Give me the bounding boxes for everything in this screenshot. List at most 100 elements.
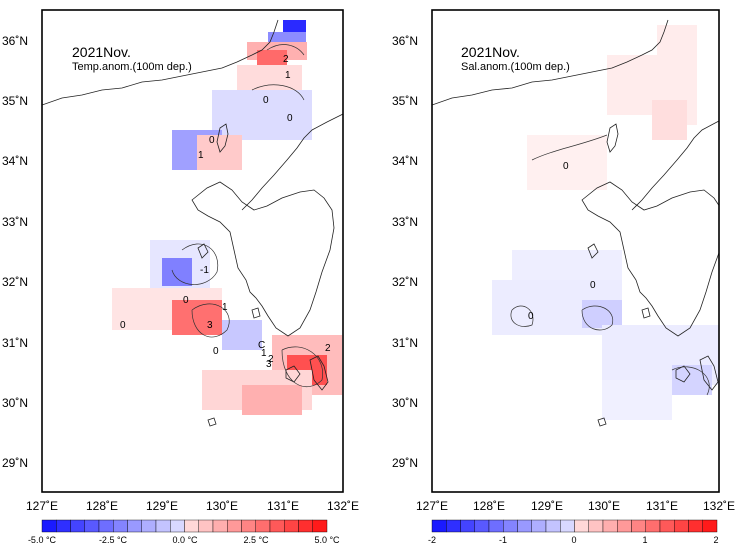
lon-label: 127˚E: [416, 499, 448, 513]
colorbar-cell: [170, 519, 185, 533]
colorbar-cell: [617, 519, 632, 533]
map-title: 2021Nov.: [72, 44, 131, 60]
sal-map-panel: 0 0 0 2021Nov. Sal.anom.(100m dep.) 36˚N…: [392, 9, 735, 545]
colorbar-label: 5.0 °C: [314, 535, 340, 545]
contour-label: C: [258, 340, 265, 351]
contour-label: 3: [207, 320, 213, 331]
colorbar-cell: [631, 519, 646, 533]
colorbar-label: -5.0 °C: [28, 535, 57, 545]
colorbar-label: 0.0 °C: [172, 535, 198, 545]
lat-label: 31˚N: [392, 336, 418, 350]
contour-label: 2: [283, 54, 289, 65]
colorbar-label: 2: [713, 535, 718, 545]
colorbar-cell: [674, 519, 689, 533]
colorbar-cell: [212, 519, 228, 533]
contour-label: 1: [222, 302, 228, 313]
colorbar-cell: [702, 519, 718, 533]
lon-label: 131˚E: [267, 499, 299, 513]
contour-label: 1: [198, 150, 204, 161]
lat-label: 33˚N: [2, 215, 28, 229]
lon-label: 129˚E: [146, 499, 178, 513]
colorbar-cell: [602, 519, 618, 533]
sal-anomaly-field: [492, 25, 719, 420]
lat-label: 33˚N: [392, 215, 418, 229]
colorbar-cell: [113, 519, 128, 533]
map-subtitle: Temp.anom.(100m dep.): [72, 61, 192, 73]
contour-label: 0: [563, 161, 569, 172]
colorbar-label: -1: [499, 535, 507, 545]
lat-label: 35˚N: [2, 94, 28, 108]
colorbar-cell: [127, 519, 142, 533]
lat-label: 31˚N: [2, 336, 28, 350]
lon-label: 130˚E: [206, 499, 238, 513]
map-subtitle: Sal.anom.(100m dep.): [461, 61, 570, 73]
colorbar-cell: [298, 519, 313, 533]
colorbar-cell: [241, 519, 256, 533]
colorbar-cell: [255, 519, 271, 533]
lat-label: 36˚N: [392, 34, 418, 48]
contour-label: 0: [120, 320, 126, 331]
colorbar-cell: [688, 519, 703, 533]
colorbar-label: -2.5 °C: [99, 535, 128, 545]
colorbar-cell: [446, 519, 461, 533]
contour-label: 2: [325, 343, 331, 354]
colorbar-cell: [474, 519, 490, 533]
colorbar-cell: [56, 519, 71, 533]
contour-label: 0: [590, 280, 596, 291]
lat-label: 30˚N: [2, 396, 28, 410]
colorbar-cell: [284, 519, 299, 533]
lon-label: 131˚E: [646, 499, 678, 513]
lat-label: 35˚N: [392, 94, 418, 108]
colorbar-label: 0: [571, 535, 576, 545]
colorbar-cell: [227, 519, 242, 533]
lon-label: 128˚E: [473, 499, 505, 513]
lon-label: 128˚E: [86, 499, 118, 513]
colorbar-cell: [312, 519, 328, 533]
colorbar-cell: [545, 519, 561, 533]
lat-label: 29˚N: [2, 456, 28, 470]
temp-colorbar: [41, 519, 328, 533]
contour-label: 0: [263, 95, 269, 106]
contour-label: 0: [213, 346, 219, 357]
lat-label: 29˚N: [392, 456, 418, 470]
colorbar-cell: [431, 519, 447, 533]
contour-label: 0: [287, 113, 293, 124]
contour-label: 0: [183, 295, 189, 306]
colorbar-cell: [70, 519, 85, 533]
lat-label: 30˚N: [392, 396, 418, 410]
colorbar-cell: [98, 519, 114, 533]
colorbar-cell: [560, 519, 575, 533]
contour-label: 1: [261, 348, 267, 359]
colorbar-cell: [517, 519, 532, 533]
colorbar-cell: [269, 519, 285, 533]
temp-map-panel: 2 1 0 0 0 1 -1 0 0 1 3 0 C 1 2 2 3 2021N…: [2, 9, 359, 545]
contour-label: 0: [528, 311, 534, 322]
contour-label: 2: [268, 354, 274, 365]
colorbar-cell: [155, 519, 171, 533]
contour-label: -1: [200, 265, 209, 276]
colorbar-cell: [574, 519, 589, 533]
contour-label: 0: [209, 135, 215, 146]
colorbar-cell: [488, 519, 504, 533]
colorbar-cell: [531, 519, 547, 533]
lat-label: 34˚N: [392, 154, 418, 168]
colorbar-cell: [503, 519, 518, 533]
lat-label: 32˚N: [392, 275, 418, 289]
map-title: 2021Nov.: [461, 44, 520, 60]
lon-label: 132˚E: [327, 499, 359, 513]
lat-label: 32˚N: [2, 275, 28, 289]
colorbar-cell: [659, 519, 675, 533]
colorbar-cell: [141, 519, 157, 533]
lon-label: 127˚E: [26, 499, 58, 513]
colorbar-cell: [198, 519, 214, 533]
lat-label: 36˚N: [2, 34, 28, 48]
lat-label: 34˚N: [2, 154, 28, 168]
lon-label: 130˚E: [588, 499, 620, 513]
colorbar-label: 1: [642, 535, 647, 545]
colorbar-cell: [184, 519, 199, 533]
lon-label: 132˚E: [703, 499, 735, 513]
colorbar-label: 2.5 °C: [243, 535, 269, 545]
contour-label: 1: [285, 70, 291, 81]
colorbar-cell: [645, 519, 661, 533]
